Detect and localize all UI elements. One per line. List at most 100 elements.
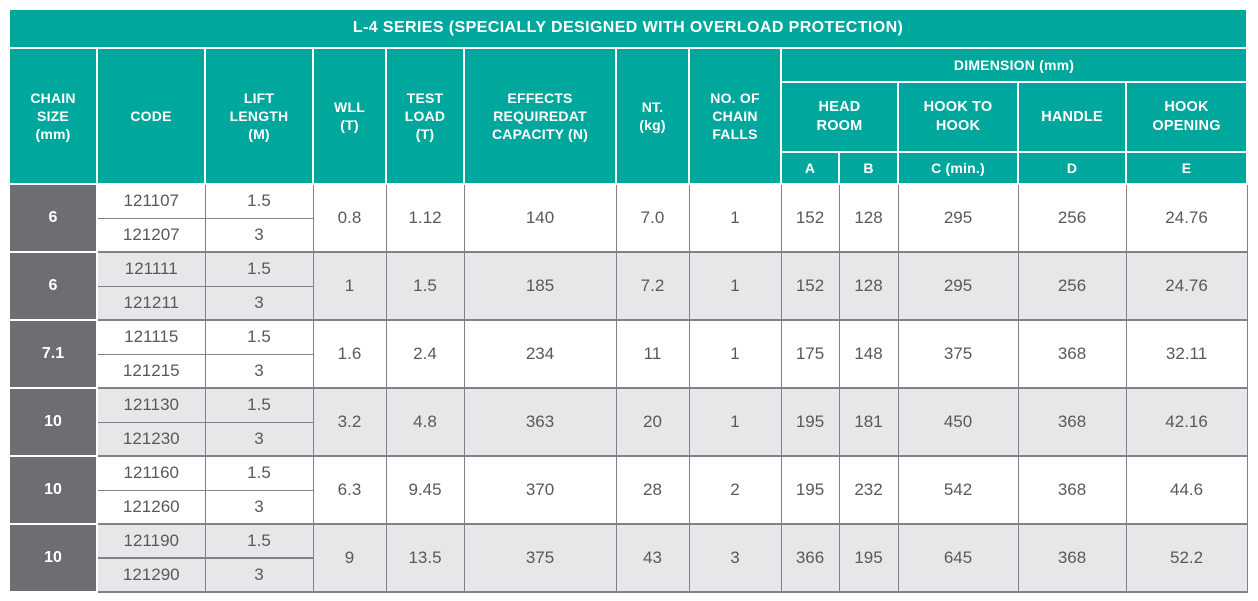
cell-dim-b: 128: [838, 251, 899, 321]
cell-dim-d: 368: [1017, 387, 1127, 457]
cell-dim-a: 366: [780, 523, 840, 593]
cell-chain-size: 7.1: [8, 319, 98, 389]
cell-code: 121111: [96, 251, 206, 287]
cell-dim-b: 181: [838, 387, 899, 457]
col-header-hook-opening: HOOK OPENING: [1124, 81, 1249, 153]
cell-code: 121230: [96, 421, 206, 457]
col-header-nt: NT. (kg): [615, 47, 690, 185]
table-row: 121230 3: [9, 421, 1247, 457]
cell-lift-length: 3: [204, 489, 314, 525]
header-row-dimension-letters: A B C (min.) D E: [9, 151, 1249, 185]
cell-effects: 363: [463, 387, 617, 457]
cell-effects: 370: [463, 455, 617, 525]
cell-wll: 9: [312, 523, 387, 593]
cell-lift-length: 3: [204, 217, 314, 253]
col-header-dim-b: B: [838, 151, 899, 185]
col-header-effects: EFFECTS REQUIREDAT CAPACITY (N): [463, 47, 617, 185]
cell-lift-length: 1.5: [204, 523, 314, 559]
cell-dim-c: 295: [897, 251, 1019, 321]
table-row: 6 121107 1.5 0.8 1.12 140 7.0 1 152 128 295 256 24.7…: [8, 183, 1248, 253]
cell-wll: 3.2: [312, 387, 387, 457]
cell-test-load: 1.12: [385, 183, 465, 253]
cell-code: 121130: [96, 387, 206, 423]
col-header-test-load: TEST LOAD (T): [385, 47, 465, 185]
cell-chain-size: 6: [8, 183, 98, 253]
cell-dim-c: 542: [897, 455, 1019, 525]
col-header-lift-length: LIFT LENGTH (M): [204, 47, 314, 185]
table-row: 10 121160 1.5 6.3 9.45 370 28 2 195 232 542 368 44.6: [8, 455, 1248, 525]
table-row: 121215 3: [9, 353, 1247, 389]
cell-test-load: 9.45: [385, 455, 465, 525]
cell-code: 121115: [96, 319, 206, 355]
cell-test-load: 4.8: [385, 387, 465, 457]
cell-dim-b: 232: [838, 455, 899, 525]
col-header-handle: HANDLE: [1017, 81, 1127, 153]
cell-dim-c: 450: [897, 387, 1019, 457]
cell-code: 121260: [96, 489, 206, 525]
col-header-chain-size: CHAIN SIZE (mm): [8, 47, 98, 185]
cell-dim-a: 195: [780, 455, 840, 525]
table-title: L-4 SERIES (SPECIALLY DESIGNED WITH OVER…: [7, 8, 1249, 49]
cell-nt: 28: [615, 455, 690, 525]
table-row: 121260 3: [9, 489, 1247, 525]
cell-dim-a: 195: [780, 387, 840, 457]
cell-chain-falls: 2: [688, 455, 782, 525]
cell-dim-e: 24.76: [1125, 183, 1248, 253]
cell-effects: 140: [463, 183, 617, 253]
cell-lift-length: 3: [204, 285, 314, 321]
cell-dim-b: 195: [838, 523, 899, 593]
cell-code: 121207: [96, 217, 206, 253]
cell-wll: 6.3: [312, 455, 387, 525]
header-row-dimension: CHAIN SIZE (mm) CODE LIFT LENGTH (M) WLL…: [8, 47, 1249, 185]
cell-dim-b: 148: [838, 319, 899, 389]
cell-test-load: 1.5: [385, 251, 465, 321]
cell-wll: 1.6: [312, 319, 387, 389]
cell-dim-c: 645: [897, 523, 1019, 593]
cell-dim-d: 256: [1017, 183, 1127, 253]
table-row: 121290 3: [9, 557, 1247, 593]
spec-table: L-4 SERIES (SPECIALLY DESIGNED WITH OVER…: [7, 8, 1249, 593]
cell-chain-size: 10: [8, 523, 98, 593]
cell-lift-length: 3: [204, 353, 314, 389]
header-row-dimension-groups: HEAD ROOM HOOK TO HOOK HANDLE HOOK OPENI…: [9, 81, 1249, 153]
cell-lift-length: 1.5: [204, 251, 314, 287]
table-row: 10 121130 1.5 3.2 4.8 363 20 1 195 181 450 368 42.16: [8, 387, 1248, 457]
cell-dim-d: 256: [1017, 251, 1127, 321]
cell-effects: 234: [463, 319, 617, 389]
col-header-dim-d: D: [1017, 151, 1127, 185]
cell-code: 121107: [96, 183, 206, 219]
cell-code: 121211: [96, 285, 206, 321]
cell-chain-falls: 1: [688, 387, 782, 457]
cell-chain-falls: 3: [688, 523, 782, 593]
cell-test-load: 2.4: [385, 319, 465, 389]
col-header-code: CODE: [96, 47, 206, 185]
cell-dim-d: 368: [1017, 319, 1127, 389]
cell-chain-size: 10: [8, 455, 98, 525]
cell-chain-size: 6: [8, 251, 98, 321]
cell-code: 121215: [96, 353, 206, 389]
cell-dim-e: 44.6: [1125, 455, 1248, 525]
col-header-dimension: DIMENSION (mm): [779, 47, 1249, 83]
cell-dim-a: 152: [780, 251, 840, 321]
cell-chain-falls: 1: [688, 319, 782, 389]
cell-nt: 7.2: [615, 251, 690, 321]
col-header-chain-falls: NO. OF CHAIN FALLS: [688, 47, 782, 185]
col-header-hook-to-hook: HOOK TO HOOK: [897, 81, 1019, 153]
cell-nt: 7.0: [615, 183, 690, 253]
cell-dim-d: 368: [1017, 523, 1127, 593]
cell-effects: 375: [463, 523, 617, 593]
table-row: 6 121111 1.5 1 1.5 185 7.2 1 152 128 295 256 24.76: [8, 251, 1248, 321]
col-header-dim-a: A: [780, 151, 840, 185]
cell-wll: 0.8: [312, 183, 387, 253]
cell-code: 121190: [96, 523, 206, 559]
table-row: 7.1 121115 1.5 1.6 2.4 234 11 1 175 148 375 368 32.1…: [8, 319, 1248, 389]
cell-dim-b: 128: [838, 183, 899, 253]
cell-chain-size: 10: [8, 387, 98, 457]
cell-lift-length: 1.5: [204, 455, 314, 491]
col-header-dim-c: C (min.): [897, 151, 1019, 185]
cell-chain-falls: 1: [688, 251, 782, 321]
cell-lift-length: 1.5: [204, 183, 314, 219]
cell-dim-c: 375: [897, 319, 1019, 389]
cell-chain-falls: 1: [688, 183, 782, 253]
